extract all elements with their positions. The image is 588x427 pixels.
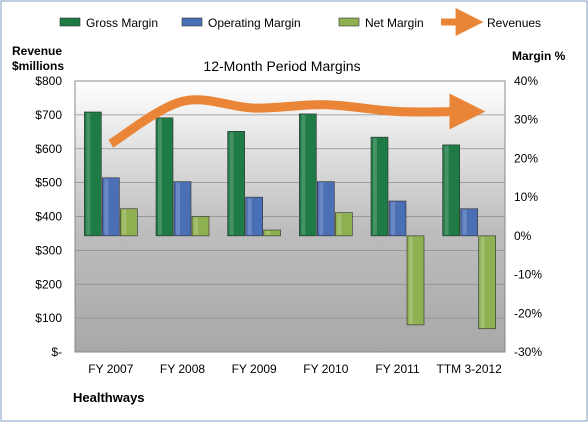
left-tick-label: $700	[35, 108, 62, 122]
right-tick-label: 40%	[514, 74, 538, 88]
left-tick-label: $200	[35, 277, 62, 291]
operating-margin-bar-highlight	[247, 198, 252, 235]
net-margin-bar-highlight	[480, 236, 485, 328]
right-tick-label: -10%	[514, 268, 542, 282]
operating-margin-bar-highlight	[319, 182, 324, 235]
chart-title: 12-Month Period Margins	[203, 58, 360, 74]
net-margin-bar	[120, 208, 138, 237]
net-margin-legend-swatch	[338, 17, 360, 27]
footer-label: Healthways	[73, 390, 145, 405]
gross-margin-legend-label: Gross Margin	[86, 16, 158, 30]
x-tick-label: FY 2007	[88, 362, 133, 376]
operating-margin-bar-highlight	[176, 182, 180, 235]
net-margin-bar	[191, 216, 210, 237]
revenue-line	[108, 93, 486, 148]
legend: Gross Margin Operating Margin Net Margin Re…	[59, 8, 541, 36]
net-margin-bar	[478, 235, 496, 330]
operating-margin-legend-label: Operating Margin	[208, 16, 301, 30]
left-axis-label-line2: $millions	[12, 59, 64, 73]
net-margin-bar-highlight	[122, 209, 127, 235]
gross-margin-bar-highlight	[373, 138, 377, 235]
left-tick-label: $300	[35, 243, 62, 257]
left-tick-label: $-	[51, 345, 62, 359]
gross-margin-bar-highlight	[444, 145, 449, 235]
gross-margin-bar	[155, 117, 174, 237]
operating-margin-bar	[102, 177, 120, 237]
gross-margin-bar	[442, 144, 460, 237]
operating-margin-bar	[388, 200, 407, 237]
left-tick-label: $100	[35, 311, 62, 325]
gross-margin-bar	[84, 111, 102, 237]
left-tick-label: $800	[35, 74, 62, 88]
gross-margin-bar-highlight	[229, 132, 234, 235]
x-tick-label: FY 2008	[160, 362, 205, 376]
right-tick-label: 20%	[514, 151, 538, 165]
x-tick-label: FY 2011	[375, 362, 420, 376]
right-tick-label: -30%	[514, 345, 542, 359]
operating-margin-bar-highlight	[104, 178, 109, 235]
operating-margin-bar	[245, 196, 263, 237]
left-axis-label-line1: Revenue	[12, 44, 62, 58]
left-tick-label: $600	[35, 142, 62, 156]
net-margin-bar-highlight	[194, 217, 198, 235]
bars	[84, 111, 496, 330]
gross-margin-bar	[227, 131, 245, 237]
net-margin-bar-highlight	[337, 213, 342, 235]
net-margin-bar-highlight	[265, 231, 270, 235]
operating-margin-bar-highlight	[391, 202, 395, 235]
net-margin-legend-label: Net Margin	[365, 16, 424, 30]
operating-margin-bar	[460, 208, 478, 237]
x-tick-label: FY 2009	[232, 362, 277, 376]
gross-margin-bar-highlight	[86, 112, 91, 235]
right-tick-label: 10%	[514, 190, 538, 204]
axes: $- $100 $200 $300 $400 $500 $600 $700 $800 -30% -2…	[35, 74, 542, 376]
net-margin-bar	[335, 212, 353, 237]
left-tick-label: $400	[35, 210, 62, 224]
revenues-legend-label: Revenues	[487, 16, 541, 30]
x-tick-label: FY 2010	[303, 362, 348, 376]
right-tick-label: 30%	[514, 113, 538, 127]
net-margin-bar	[263, 229, 281, 237]
net-margin-bar-highlight	[409, 236, 413, 324]
left-tick-label: $500	[35, 176, 62, 190]
revenues-line	[108, 93, 486, 148]
gross-margin-bar	[370, 136, 389, 237]
gross-margin-legend-swatch	[59, 17, 81, 27]
x-tick-label: TTM 3-2012	[436, 362, 502, 376]
gross-margin-bar-highlight	[301, 114, 306, 235]
operating-margin-legend-swatch	[181, 17, 203, 27]
right-tick-label: 0%	[514, 229, 532, 243]
right-axis-label: Margin %	[512, 49, 566, 63]
right-tick-label: -20%	[514, 306, 542, 320]
operating-margin-bar	[317, 181, 335, 237]
operating-margin-bar	[173, 181, 192, 237]
operating-margin-bar-highlight	[462, 209, 467, 235]
gross-margin-bar-highlight	[158, 118, 162, 235]
gross-margin-bar	[299, 113, 317, 237]
net-margin-bar	[406, 235, 425, 326]
